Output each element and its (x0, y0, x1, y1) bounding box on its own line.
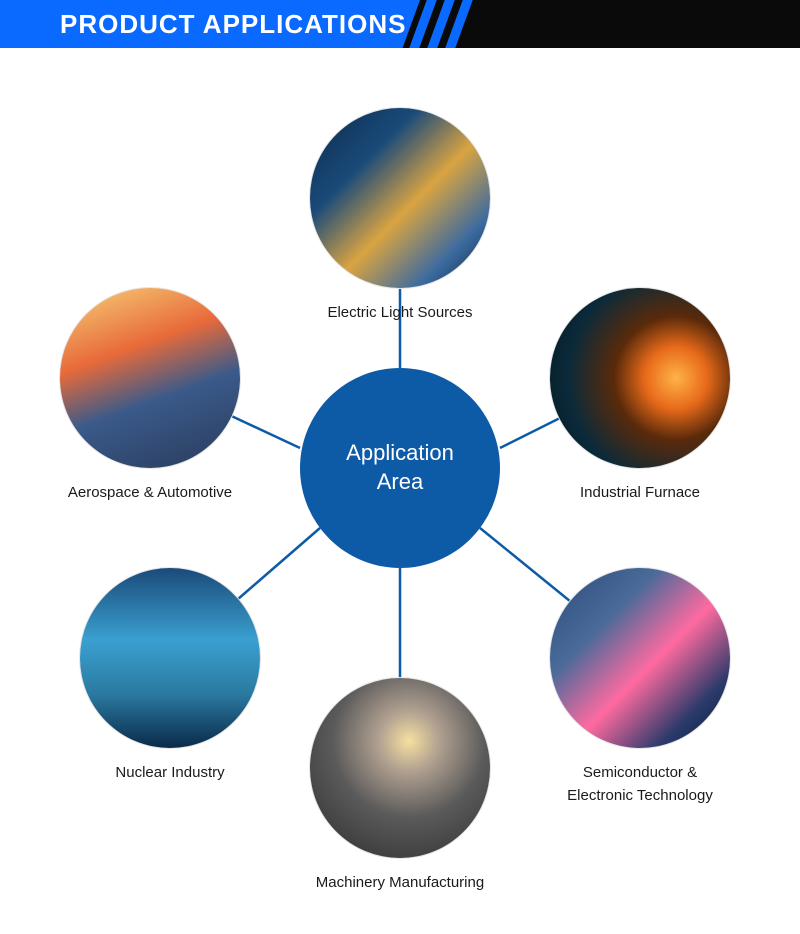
center-hub: Application Area (300, 368, 500, 568)
application-label-nuclear: Nuclear Industry (115, 762, 224, 785)
application-image-nuclear (80, 568, 260, 748)
application-image-machinery (310, 678, 490, 858)
application-label-semi: Semiconductor & Electronic Technology (567, 762, 713, 807)
header-stripes-icon (418, 0, 464, 48)
application-label-aerospace: Aerospace & Automotive (68, 482, 232, 505)
application-label-machinery: Machinery Manufacturing (316, 872, 484, 895)
application-node-semi: Semiconductor & Electronic Technology (550, 568, 730, 807)
page-title: PRODUCT APPLICATIONS (60, 9, 406, 40)
application-image-semi (550, 568, 730, 748)
application-diagram: Application Area Electric Light Sources A… (0, 48, 800, 918)
application-image-aerospace (60, 288, 240, 468)
application-label-electric: Electric Light Sources (327, 302, 472, 325)
application-node-aerospace: Aerospace & Automotive (60, 288, 240, 505)
application-image-furnace (550, 288, 730, 468)
application-node-electric: Electric Light Sources (310, 108, 490, 325)
application-label-furnace: Industrial Furnace (580, 482, 700, 505)
application-node-nuclear: Nuclear Industry (80, 568, 260, 785)
application-node-furnace: Industrial Furnace (550, 288, 730, 505)
application-node-machinery: Machinery Manufacturing (310, 678, 490, 895)
header-bar: PRODUCT APPLICATIONS (0, 0, 800, 48)
application-image-electric (310, 108, 490, 288)
center-hub-label: Application Area (346, 439, 454, 496)
